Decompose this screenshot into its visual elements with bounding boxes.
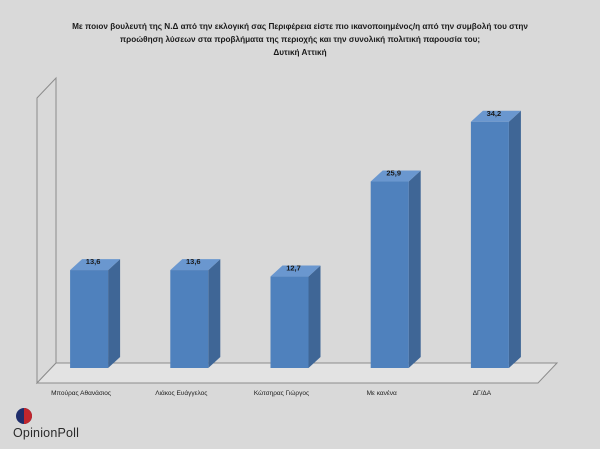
bar-side-4 [408,170,421,368]
category-label-4: Με κανένα [367,389,397,397]
category-label-3: Κώτσηρας Γιώργος [254,389,309,397]
bar-4 [370,181,409,368]
bar-top-3 [270,265,321,277]
left-wall [36,76,57,385]
category-label-5: ΔΓ/ΔΑ [473,390,492,397]
category-label-1: Μπούρας Αθανάσιος [51,389,111,397]
bar-top-2 [170,259,221,271]
bar-1 [70,270,109,368]
bar-top-5 [470,110,521,122]
category-label-2: Λιάκος Ευάγγελος [155,389,207,397]
chart-title-line-1: Με ποιον βουλευτή της Ν.Δ από την εκλογι… [72,22,528,31]
bar-3 [270,276,309,368]
data-label-1: 13,6 [86,257,101,266]
data-label-2: 13,6 [186,257,201,266]
bar-top-4 [370,170,421,182]
bar-side-2 [208,259,221,368]
bar-side-1 [108,259,121,368]
bar-5 [470,121,509,368]
bar-top-1 [70,259,121,271]
opinionpoll-logo [16,408,32,424]
bar-side-5 [508,110,521,368]
logo-text: OpinionPoll [13,426,80,440]
chart-title: Με ποιον βουλευτή της Ν.Δ από την εκλογι… [0,20,600,59]
data-label-5: 34,2 [487,109,502,118]
bar-side-3 [308,265,321,368]
bar-2 [170,270,209,368]
data-label-3: 12,7 [286,264,301,273]
data-label-4: 25,9 [386,169,401,178]
chart-title-line-2: προώθηση λύσεων στα προβλήματα της περιο… [119,35,481,44]
chart-title-line-3: Δυτική Αττική [273,48,327,57]
floor-plane [35,362,559,384]
